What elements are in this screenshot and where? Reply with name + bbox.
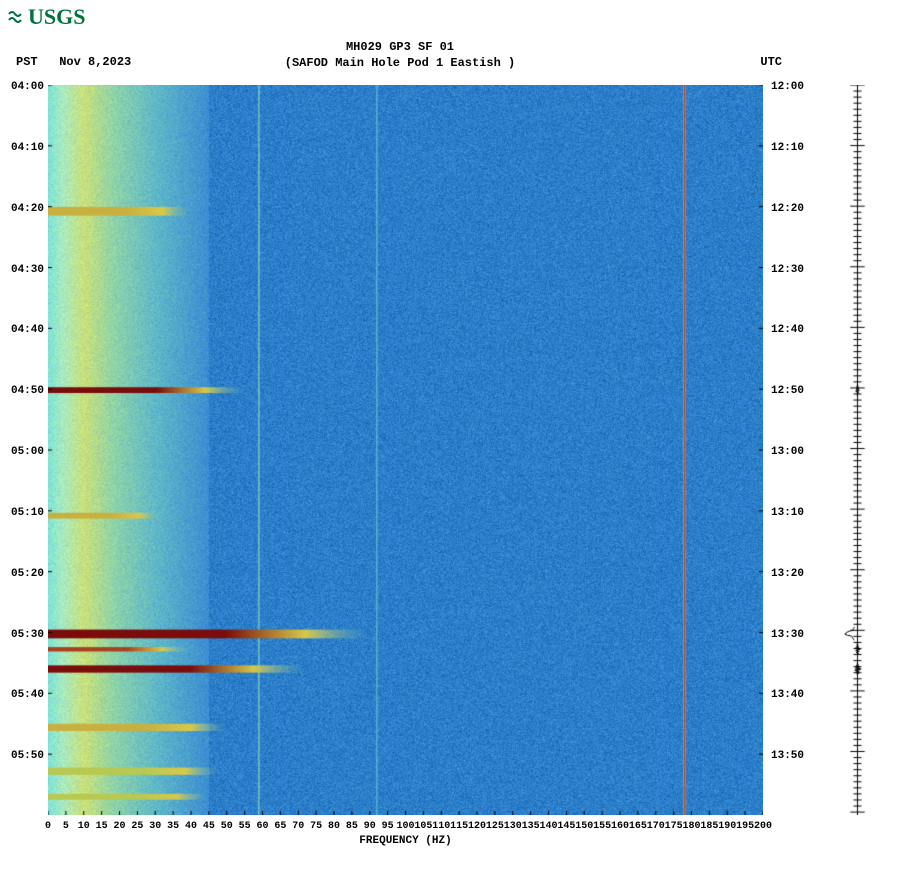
x-tick: 130 <box>504 821 522 832</box>
x-tick: 30 <box>149 821 161 832</box>
x-tick: 135 <box>522 821 540 832</box>
right-tz-label: UTC <box>760 55 782 69</box>
y-tick-pst: 05:10 <box>2 507 44 519</box>
x-tick: 0 <box>45 821 51 832</box>
spectrogram-canvas <box>48 85 763 815</box>
y-tick-utc: 12:50 <box>771 385 804 397</box>
x-tick: 10 <box>78 821 90 832</box>
x-tick: 75 <box>310 821 322 832</box>
x-tick: 120 <box>468 821 486 832</box>
left-tz-label: PST <box>16 55 38 69</box>
y-tick-pst: 04:30 <box>2 264 44 276</box>
y-tick-utc: 13:50 <box>771 750 804 762</box>
x-tick: 25 <box>131 821 143 832</box>
y-tick-utc: 12:10 <box>771 142 804 154</box>
x-tick: 140 <box>539 821 557 832</box>
y-tick-pst: 04:00 <box>2 81 44 93</box>
x-tick: 15 <box>96 821 108 832</box>
x-tick: 195 <box>736 821 754 832</box>
x-tick: 150 <box>575 821 593 832</box>
x-tick: 90 <box>364 821 376 832</box>
x-tick: 40 <box>185 821 197 832</box>
seismogram-trace <box>820 85 895 815</box>
x-tick: 125 <box>486 821 504 832</box>
y-tick-pst: 04:20 <box>2 203 44 215</box>
spectrogram-plot <box>48 85 763 815</box>
y-tick-utc: 12:30 <box>771 264 804 276</box>
y-tick-pst: 04:10 <box>2 142 44 154</box>
seismogram-canvas <box>820 85 895 815</box>
header-right: UTC <box>760 55 782 69</box>
x-tick: 110 <box>432 821 450 832</box>
y-tick-utc: 13:40 <box>771 689 804 701</box>
y-tick-utc: 13:00 <box>771 446 804 458</box>
y-tick-pst: 05:20 <box>2 568 44 580</box>
y-tick-utc: 12:00 <box>771 81 804 93</box>
x-tick: 105 <box>414 821 432 832</box>
x-tick: 70 <box>292 821 304 832</box>
y-tick-pst: 05:50 <box>2 750 44 762</box>
x-tick: 35 <box>167 821 179 832</box>
y-tick-utc: 13:10 <box>771 507 804 519</box>
x-tick: 145 <box>557 821 575 832</box>
y-tick-pst: 05:00 <box>2 446 44 458</box>
x-tick: 165 <box>629 821 647 832</box>
x-tick: 85 <box>346 821 358 832</box>
y-tick-utc: 13:20 <box>771 568 804 580</box>
x-tick: 185 <box>700 821 718 832</box>
usgs-wave-icon <box>8 8 26 26</box>
y-tick-utc: 12:20 <box>771 203 804 215</box>
x-tick: 95 <box>382 821 394 832</box>
x-tick: 200 <box>754 821 772 832</box>
y-tick-utc: 12:40 <box>771 324 804 336</box>
x-tick: 100 <box>396 821 414 832</box>
header-left: PST Nov 8,2023 <box>16 55 131 69</box>
y-tick-pst: 04:40 <box>2 324 44 336</box>
x-tick: 175 <box>665 821 683 832</box>
y-tick-pst: 05:40 <box>2 689 44 701</box>
x-tick: 45 <box>203 821 215 832</box>
chart-title: MH029 GP3 SF 01 <box>0 40 800 56</box>
x-axis-label: FREQUENCY (HZ) <box>359 835 451 847</box>
x-tick: 180 <box>682 821 700 832</box>
header-date: Nov 8,2023 <box>59 55 131 69</box>
x-tick: 190 <box>718 821 736 832</box>
x-tick: 50 <box>221 821 233 832</box>
x-tick: 65 <box>274 821 286 832</box>
x-tick: 155 <box>593 821 611 832</box>
x-tick: 80 <box>328 821 340 832</box>
y-tick-pst: 05:30 <box>2 629 44 641</box>
x-tick: 115 <box>450 821 468 832</box>
y-tick-utc: 13:30 <box>771 629 804 641</box>
x-tick: 55 <box>239 821 251 832</box>
x-tick: 160 <box>611 821 629 832</box>
y-tick-pst: 04:50 <box>2 385 44 397</box>
usgs-text: USGS <box>28 4 85 30</box>
x-tick: 20 <box>113 821 125 832</box>
usgs-logo: USGS <box>8 4 85 30</box>
x-tick: 170 <box>647 821 665 832</box>
x-tick: 60 <box>256 821 268 832</box>
x-tick: 5 <box>63 821 69 832</box>
